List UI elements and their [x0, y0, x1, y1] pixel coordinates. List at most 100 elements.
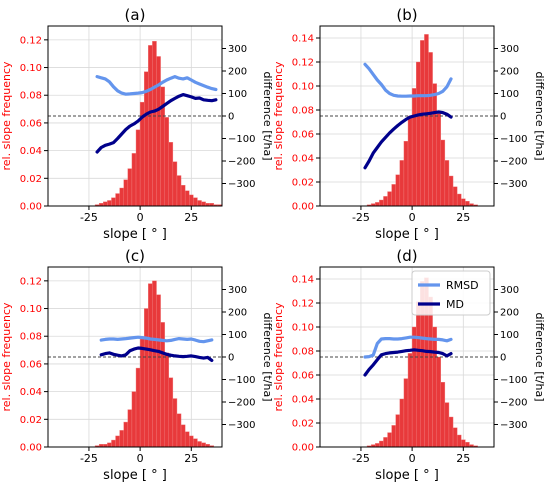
histogram-bar [379, 199, 384, 207]
histogram-bar [176, 413, 182, 448]
panel-title: (c) [125, 247, 145, 265]
md-series-line [363, 110, 453, 170]
histogram-bar [436, 113, 441, 207]
histogram-bar [403, 378, 409, 448]
histogram-bar [156, 294, 161, 448]
x-tick-label: -25 [80, 452, 98, 465]
left-y-tick-label: 0.00 [292, 202, 314, 213]
histogram-bar [387, 432, 392, 448]
histogram-bar [115, 435, 120, 448]
histogram-bar [432, 326, 437, 448]
histogram-bar [456, 193, 462, 207]
panel-title: (a) [125, 6, 146, 24]
histogram-bar [428, 52, 433, 207]
histogram-bar [193, 438, 198, 448]
histogram-bar [193, 197, 198, 207]
right-y-axis-label: difference [t/ha] [533, 312, 546, 401]
x-tick-label: -25 [352, 211, 370, 224]
histogram-bar [111, 439, 116, 448]
histogram-bar [180, 185, 186, 207]
histogram-bar [184, 190, 190, 207]
chart-panel-a: -25 0 25 0.00 0.02 0.04 0.06 0.08 0.10 0.12 −300 −2… [0, 6, 274, 242]
left-y-tick-label: 0.00 [20, 202, 42, 213]
left-y-tick-label: 0.04 [292, 395, 314, 406]
left-y-tick-label: 0.06 [20, 359, 42, 370]
histogram-bar [407, 353, 413, 448]
chart-panel-d: -25 0 25 0.00 0.02 0.04 0.06 0.08 0.10 0.12 0.14 −3… [272, 247, 546, 483]
rmsd-series-line [99, 335, 214, 344]
histogram-bar [135, 129, 141, 207]
histogram-bar [119, 187, 124, 207]
rmsd-series-line [363, 62, 453, 98]
histogram-bar [416, 61, 421, 207]
histogram-bar [119, 430, 124, 448]
right-y-tick-label: 100 [500, 330, 519, 341]
histogram-bar [168, 142, 174, 207]
histogram-bar [461, 198, 466, 207]
right-y-tick-label: −100 [228, 134, 255, 145]
histogram-bar [189, 435, 194, 448]
x-tick-label: 25 [456, 211, 470, 224]
right-y-tick-label: −300 [228, 420, 255, 431]
histogram-bar [387, 191, 392, 207]
right-y-tick-label: −300 [500, 179, 527, 190]
histogram-bar [375, 202, 380, 207]
legend: RMSD MD [411, 270, 491, 316]
histogram-bar [444, 160, 450, 207]
histogram-bar [411, 326, 417, 448]
right-y-tick-label: 300 [500, 44, 519, 55]
histogram-bar [461, 439, 466, 448]
x-tick-label: 0 [137, 452, 144, 465]
histogram-bar [107, 442, 112, 448]
x-tick-label: 0 [137, 211, 144, 224]
right-y-tick-label: 200 [228, 67, 247, 78]
histogram-bar [115, 193, 120, 207]
left-y-axis-label: rel. slope frequency [0, 61, 13, 171]
left-y-tick-label: 0.12 [292, 299, 314, 310]
x-tick-label: 25 [184, 211, 198, 224]
left-y-axis-label: rel. slope frequency [272, 61, 285, 171]
left-y-tick-label: 0.04 [292, 154, 314, 165]
chart-panel-c: -25 0 25 0.00 0.02 0.04 0.06 0.08 0.10 0.12 −300 −2… [0, 247, 274, 483]
x-tick-label: 0 [409, 452, 416, 465]
histogram-bar [127, 168, 133, 207]
left-y-tick-label: 0.06 [20, 118, 42, 129]
right-y-tick-label: 300 [228, 285, 247, 296]
left-y-tick-label: 0.08 [20, 332, 42, 343]
right-y-tick-label: −200 [500, 398, 527, 409]
histogram-bar [407, 115, 413, 207]
histogram-bar [139, 338, 145, 448]
histogram-bar [127, 409, 133, 448]
histogram-bar [201, 442, 206, 448]
histogram-bar [131, 391, 137, 448]
histogram-bar [465, 200, 470, 207]
left-y-tick-label: 0.06 [292, 371, 314, 382]
right-y-tick-label: −100 [500, 375, 527, 386]
right-y-tick-label: −300 [228, 179, 255, 190]
histogram-bar [123, 421, 129, 448]
histogram-bar [164, 117, 169, 207]
x-tick-label: 25 [184, 452, 198, 465]
x-axis-label: slope [ ° ] [103, 227, 167, 242]
histogram-bar [180, 424, 186, 448]
x-tick-label: 25 [456, 452, 470, 465]
left-y-tick-label: 0.12 [20, 276, 42, 287]
right-y-tick-label: −200 [228, 398, 255, 409]
histogram-bar [152, 280, 157, 448]
right-y-tick-label: 200 [500, 67, 519, 78]
left-y-tick-label: 0.14 [292, 34, 314, 45]
histogram-bar [428, 296, 433, 448]
right-y-tick-label: 100 [500, 89, 519, 100]
left-y-tick-label: 0.08 [20, 91, 42, 102]
histogram-bar [403, 140, 409, 207]
left-y-tick-label: 0.12 [292, 58, 314, 69]
histogram-bar [465, 442, 470, 448]
histogram-bar [135, 367, 141, 448]
histogram-bar [189, 194, 194, 207]
histogram-bar [440, 139, 446, 207]
histogram-bar [452, 427, 458, 448]
left-y-tick-label: 0.14 [292, 275, 314, 286]
histogram-bar [391, 184, 396, 207]
histogram-bar [432, 83, 437, 207]
right-y-tick-label: 0 [500, 353, 506, 364]
